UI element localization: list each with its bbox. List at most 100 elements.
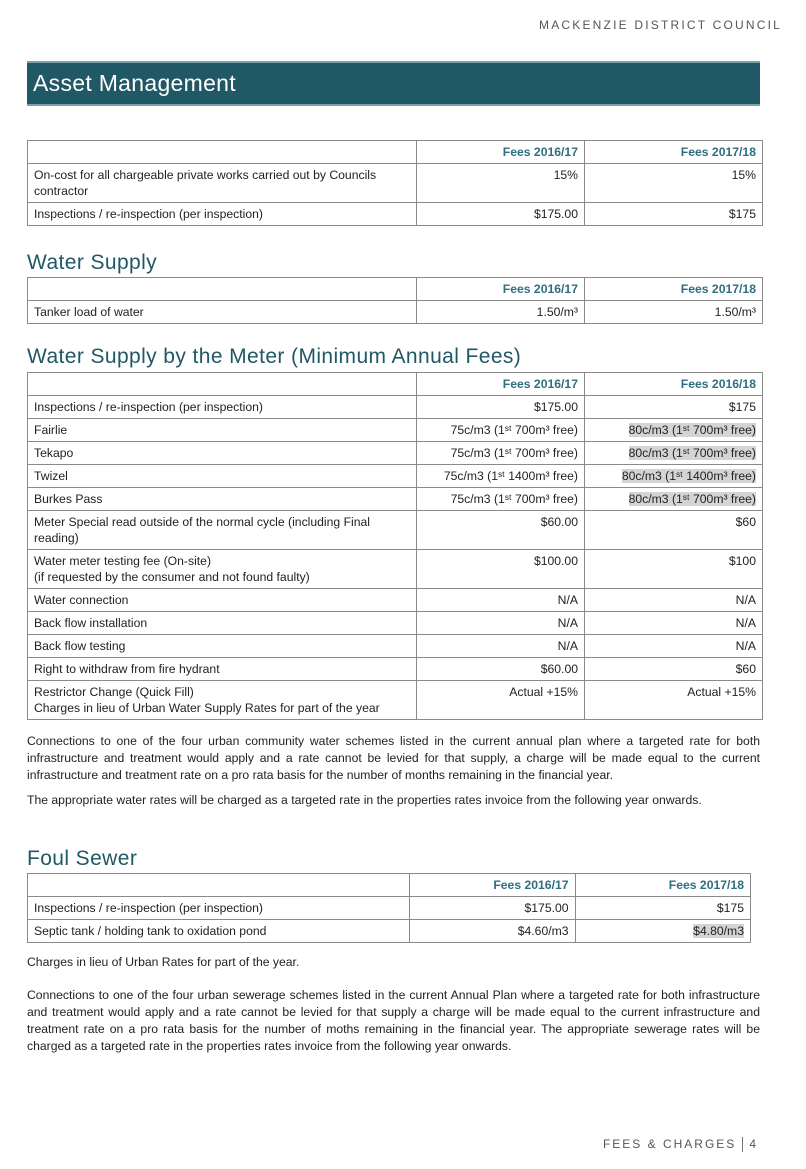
table-row: Burkes Pass 75c/m3 (1ˢᵗ 700m³ free) 80c/m3…: [27, 487, 763, 511]
cell-text: $4.80/m3: [693, 924, 744, 938]
header-cell-description: [27, 372, 417, 396]
fee-current: 80c/m3 (1ˢᵗ 1400m³ free): [584, 464, 763, 488]
cell-text: Meter Special read outside of the normal…: [34, 515, 371, 545]
cell-text: $175.00: [524, 901, 569, 915]
row-description: Tekapo: [27, 441, 417, 465]
fee-current: $60: [584, 510, 763, 550]
fee-current: 80c/m3 (1ˢᵗ 700m³ free): [584, 441, 763, 465]
table-row: Restrictor Change (Quick Fill) Charges i…: [27, 680, 763, 720]
cell-text: $175: [716, 901, 744, 915]
fee-previous: 15%: [416, 163, 585, 203]
cell-text: $60.00: [540, 662, 578, 676]
fee-previous: $175.00: [416, 395, 585, 419]
row-description: Inspections / re-inspection (per inspect…: [27, 896, 410, 920]
cell-text: Fairlie: [34, 423, 68, 437]
fee-previous: N/A: [416, 588, 585, 612]
fee-current: N/A: [584, 588, 763, 612]
cell-text: $175.00: [533, 400, 578, 414]
header-cell-description: [27, 873, 410, 897]
row-description: Tanker load of water: [27, 300, 417, 324]
cell-text: Actual +15%: [687, 685, 756, 699]
cell-text: Back flow installation: [34, 616, 148, 630]
sewer-note: Connections to one of the four urban sew…: [27, 988, 760, 1053]
fee-current: N/A: [584, 611, 763, 635]
cell-text: 1.50/m³: [714, 305, 756, 319]
cell-text: 75c/m3 (1ˢᵗ 700m³ free): [450, 492, 578, 506]
cell-text: 75c/m3 (1ˢᵗ 700m³ free): [450, 423, 578, 437]
cell-text: $60: [735, 515, 756, 529]
cell-text: Tanker load of water: [34, 305, 144, 319]
row-description: Inspections / re-inspection (per inspect…: [27, 202, 417, 226]
cell-text: 80c/m3 (1ˢᵗ 700m³ free): [628, 423, 756, 437]
row-description: Meter Special read outside of the normal…: [27, 510, 417, 550]
water-note: Connections to one of the four urban com…: [27, 734, 760, 782]
fee-previous: N/A: [416, 634, 585, 658]
header-cell-fee: Fees 2017/18: [574, 873, 752, 897]
table-row: Inspections / re-inspection (per inspect…: [27, 202, 763, 226]
table-row: Fairlie 75c/m3 (1ˢᵗ 700m³ free) 80c/m3 (1ˢ…: [27, 418, 763, 442]
fee-current: 1.50/m³: [584, 300, 763, 324]
cell-text: Tekapo: [34, 446, 74, 460]
cell-text: $4.60/m3: [517, 924, 569, 938]
fee-previous: $175.00: [408, 896, 576, 920]
table-row: Inspections / re-inspection (per inspect…: [27, 395, 763, 419]
row-description: Twizel: [27, 464, 417, 488]
section-banner: Asset Management: [27, 61, 760, 106]
header-cell-description: [27, 277, 417, 301]
table-row: Septic tank / holding tank to oxidation …: [27, 919, 752, 943]
table-header-row: Fees 2016/17 Fees 2017/18: [27, 873, 752, 897]
fee-previous: Actual +15%: [416, 680, 585, 720]
table-row: Inspections / re-inspection (per inspect…: [27, 896, 752, 920]
header-cell-fee: Fees 2016/17: [416, 372, 585, 396]
row-description: Right to withdraw from fire hydrant: [27, 657, 417, 681]
fee-previous: 75c/m3 (1ˢᵗ 1400m³ free): [416, 464, 585, 488]
cell-text: $60: [735, 662, 756, 676]
cell-text: Back flow testing: [34, 639, 126, 653]
table-row: Meter Special read outside of the normal…: [27, 510, 763, 550]
cell-text: Restrictor Change (Quick Fill) Charges i…: [34, 685, 380, 715]
cell-text: $100.00: [533, 554, 578, 568]
cell-text: $175.00: [533, 207, 578, 221]
row-description: Fairlie: [27, 418, 417, 442]
table-header-row: Fees 2016/17 Fees 2017/18: [27, 140, 763, 164]
fee-previous: $4.60/m3: [408, 919, 576, 943]
row-description: Water connection: [27, 588, 417, 612]
foul-sewer-heading: Foul Sewer: [27, 847, 138, 870]
fee-previous: N/A: [416, 611, 585, 635]
footer-divider: [742, 1137, 744, 1153]
header-cell-fee: Fees 2016/18: [584, 372, 763, 396]
row-description: On-cost for all chargeable private works…: [27, 163, 417, 203]
fee-current: $175: [584, 202, 763, 226]
row-description: Back flow testing: [27, 634, 417, 658]
cell-text: N/A: [557, 593, 578, 607]
table-row: Back flow testing N/A N/A: [27, 634, 763, 658]
cell-text: 75c/m3 (1ˢᵗ 700m³ free): [450, 446, 578, 460]
cell-text: Right to withdraw from fire hydrant: [34, 662, 220, 676]
header-cell-fee: Fees 2017/18: [584, 140, 763, 164]
table-row: Tekapo 75c/m3 (1ˢᵗ 700m³ free) 80c/m3 (1ˢᵗ…: [27, 441, 763, 465]
cell-text: Water connection: [34, 593, 129, 607]
header-cell-description: [27, 140, 417, 164]
header-cell-fee: Fees 2016/17: [416, 277, 585, 301]
cell-text: N/A: [557, 639, 578, 653]
fee-current: $60: [584, 657, 763, 681]
cell-text: $60.00: [540, 515, 578, 529]
water-meter-table: Fees 2016/17 Fees 2016/18 Inspections / re…: [27, 372, 763, 720]
fee-current: N/A: [584, 634, 763, 658]
header-cell-fee: Fees 2017/18: [584, 277, 763, 301]
cell-text: 15%: [553, 168, 578, 182]
sewer-note: Charges in lieu of Urban Rates for part …: [27, 955, 300, 969]
cell-text: 15%: [731, 168, 756, 182]
organisation-name: MACKENZIE DISTRICT COUNCIL: [539, 18, 782, 32]
table-row: Right to withdraw from fire hydrant $60.0…: [27, 657, 763, 681]
foul-sewer-table: Fees 2016/17 Fees 2017/18 Inspections / re…: [27, 873, 752, 943]
cell-text: $175: [728, 207, 756, 221]
fee-current: Actual +15%: [584, 680, 763, 720]
fee-previous: 75c/m3 (1ˢᵗ 700m³ free): [416, 441, 585, 465]
fee-current: $175: [574, 896, 752, 920]
fee-current: 80c/m3 (1ˢᵗ 700m³ free): [584, 418, 763, 442]
fee-previous: $60.00: [416, 657, 585, 681]
table-row: Tanker load of water 1.50/m³ 1.50/m³: [27, 300, 763, 324]
fee-current: 80c/m3 (1ˢᵗ 700m³ free): [584, 487, 763, 511]
fee-previous: 75c/m3 (1ˢᵗ 700m³ free): [416, 487, 585, 511]
